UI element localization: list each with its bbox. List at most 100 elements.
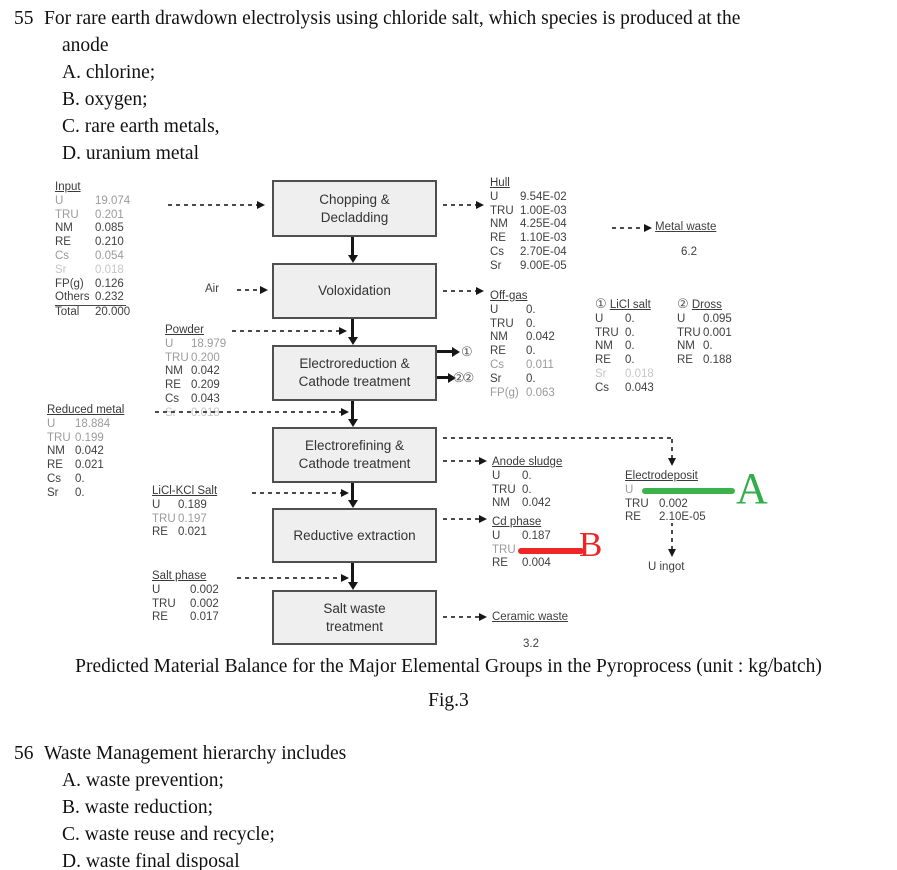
stream-row: Cs 0.043 <box>165 393 260 407</box>
species-label: Sr <box>47 486 59 499</box>
species-value: 0.004 <box>522 557 551 570</box>
stream-electrodeposit: Electrodeposit U TRU 0.002 RE 2.10E-05 <box>625 470 735 525</box>
stream-row: U 0.187 <box>492 530 592 544</box>
species-value: 0.187 <box>522 529 551 542</box>
species-value: 0.018 <box>191 407 220 421</box>
stream-row: RE 0.017 <box>152 611 247 625</box>
species-value: 0. <box>703 340 713 353</box>
species-label: Cs <box>490 358 505 371</box>
species-label: U <box>595 312 604 325</box>
input-rows: U 19.074 TRU 0.201 NM 0.085 RE 0.210 Cs 0.054 Sr 0.… <box>55 195 163 320</box>
arrow-voloxidation-to-off-gas <box>443 286 484 295</box>
species-label: RE <box>490 345 506 358</box>
option-d: D. waste final disposal <box>62 851 240 870</box>
species-label: Cs <box>165 392 180 405</box>
stream-row: TRU 0.002 <box>625 498 735 512</box>
species-value: 0. <box>526 372 536 385</box>
reduced-metal-rows: U 18.884 TRU 0.199 NM 0.042 RE 0.021 Cs 0. Sr 0. <box>47 418 157 501</box>
species-label: RE <box>47 459 63 472</box>
stream-reduced-metal: Reduced metal U 18.884 TRU 0.199 NM 0.042 RE 0.… <box>47 404 157 501</box>
stream-licl-salt: ① LiCl salt U 0. TRU 0. NM 0. RE 0. Sr 0.018 Cs 0.0… <box>595 297 673 396</box>
process-box-voloxidation: Voloxidation <box>272 263 437 319</box>
stream-title: Anode sludge <box>492 456 563 468</box>
stream-row: U 9.54E-02 <box>490 191 590 205</box>
species-label: TRU <box>490 317 514 330</box>
stream-dross: ② Dross U 0.095 TRU 0.001 NM 0. RE 0.188 <box>677 297 755 368</box>
species-label: TRU <box>152 512 176 525</box>
stream-row: RE 0.021 <box>47 459 157 473</box>
stream-row: Cs 0. <box>47 473 157 487</box>
stream-row: RE 0.209 <box>165 379 260 393</box>
stream-row: Cs 0.043 <box>595 382 673 396</box>
question-stem: Waste Management hierarchy includes <box>44 743 347 764</box>
stream-title: Salt phase <box>152 570 207 582</box>
species-value: 1.00E-03 <box>520 204 567 217</box>
option-b: B. oxygen; <box>62 89 148 110</box>
stream-row: RE 1.10E-03 <box>490 232 590 246</box>
species-value: 4.25E-04 <box>520 218 567 231</box>
species-value: 0.042 <box>522 497 551 510</box>
species-value: 0. <box>625 326 635 339</box>
species-label: TRU <box>55 208 79 221</box>
stream-row: TRU 0.001 <box>677 327 755 341</box>
stream-row: U 18.884 <box>47 418 157 432</box>
ceramic-waste-label: Ceramic waste <box>492 611 569 623</box>
species-label: RE <box>55 236 71 249</box>
species-label: NM <box>55 222 73 235</box>
species-label: Sr <box>490 372 502 385</box>
species-label: TRU <box>152 597 176 610</box>
cd-phase-rows: U 0.187 TRU RE 0.004 <box>492 530 592 571</box>
stream-row: U 0.095 <box>677 313 755 327</box>
arrow-to-licl-salt-marker <box>437 346 460 357</box>
species-value: 18.979 <box>191 337 227 350</box>
air-label: Air <box>205 283 220 295</box>
stream-input: Input U 19.074 TRU 0.201 NM 0.085 RE 0.210 Cs 0.0… <box>55 181 163 320</box>
species-label: Cs <box>595 381 610 394</box>
stream-row: U 0. <box>492 470 592 484</box>
species-label: NM <box>47 445 65 458</box>
species-label: TRU <box>677 326 701 339</box>
stream-row: U 0.189 <box>152 499 247 513</box>
flow-arrow-down <box>347 563 358 590</box>
species-value: 0. <box>522 469 532 482</box>
species-value: 0.085 <box>95 222 124 235</box>
stream-row: NM 0.085 <box>55 222 163 236</box>
stream-row: TRU 0.201 <box>55 209 163 223</box>
species-label: U <box>625 483 634 496</box>
question-number: 55 <box>14 8 34 29</box>
stream-licl-kcl-salt: LiCl-KCl Salt U 0.189 TRU 0.197 RE 0.021 <box>152 485 247 540</box>
species-value: 0. <box>625 340 635 353</box>
stream-row: U 19.074 <box>55 195 163 209</box>
arrow-to-dross-marker <box>437 372 456 383</box>
stream-row: Others 0.232 <box>55 291 126 307</box>
species-value: 0.002 <box>659 497 688 510</box>
species-label: RE <box>677 354 693 367</box>
species-value: 0.042 <box>191 365 220 378</box>
option-d: D. uranium metal <box>62 143 200 164</box>
arrow-electrodeposit-to-u-ingot <box>667 523 676 557</box>
species-label: RE <box>165 379 181 392</box>
species-label: RE <box>490 232 506 245</box>
species-value: 19.074 <box>95 194 131 207</box>
stream-anode-sludge: Anode sludge U 0. TRU 0. NM 0.042 <box>492 456 592 511</box>
stream-row: TRU 0.199 <box>47 432 157 446</box>
stream-powder: Powder U 18.979 TRU 0.200 NM 0.042 RE 0.209 Cs 0.… <box>165 324 260 421</box>
licl-kcl-rows: U 0.189 TRU 0.197 RE 0.021 <box>152 499 247 540</box>
species-value: 0.018 <box>625 367 654 380</box>
species-label: U <box>677 312 686 325</box>
stream-row: Sr 9.00E-05 <box>490 260 590 274</box>
question-number: 56 <box>14 743 34 764</box>
stream-row: NM 4.25E-04 <box>490 218 590 232</box>
species-label: Total <box>55 306 80 319</box>
species-label: U <box>47 417 56 430</box>
species-value: 0.201 <box>95 208 124 221</box>
species-label: TRU <box>492 543 516 556</box>
species-value: 18.884 <box>75 417 111 430</box>
stream-row: Sr0.018 <box>165 407 260 421</box>
species-label: FP(g) <box>55 277 84 290</box>
species-value: 0.042 <box>526 331 555 344</box>
species-value: 0. <box>526 303 536 316</box>
species-label: TRU <box>165 351 189 364</box>
question-55: 55 For rare earth drawdown electrolysis … <box>14 5 874 167</box>
metal-waste-value: 6.2 <box>681 246 697 258</box>
